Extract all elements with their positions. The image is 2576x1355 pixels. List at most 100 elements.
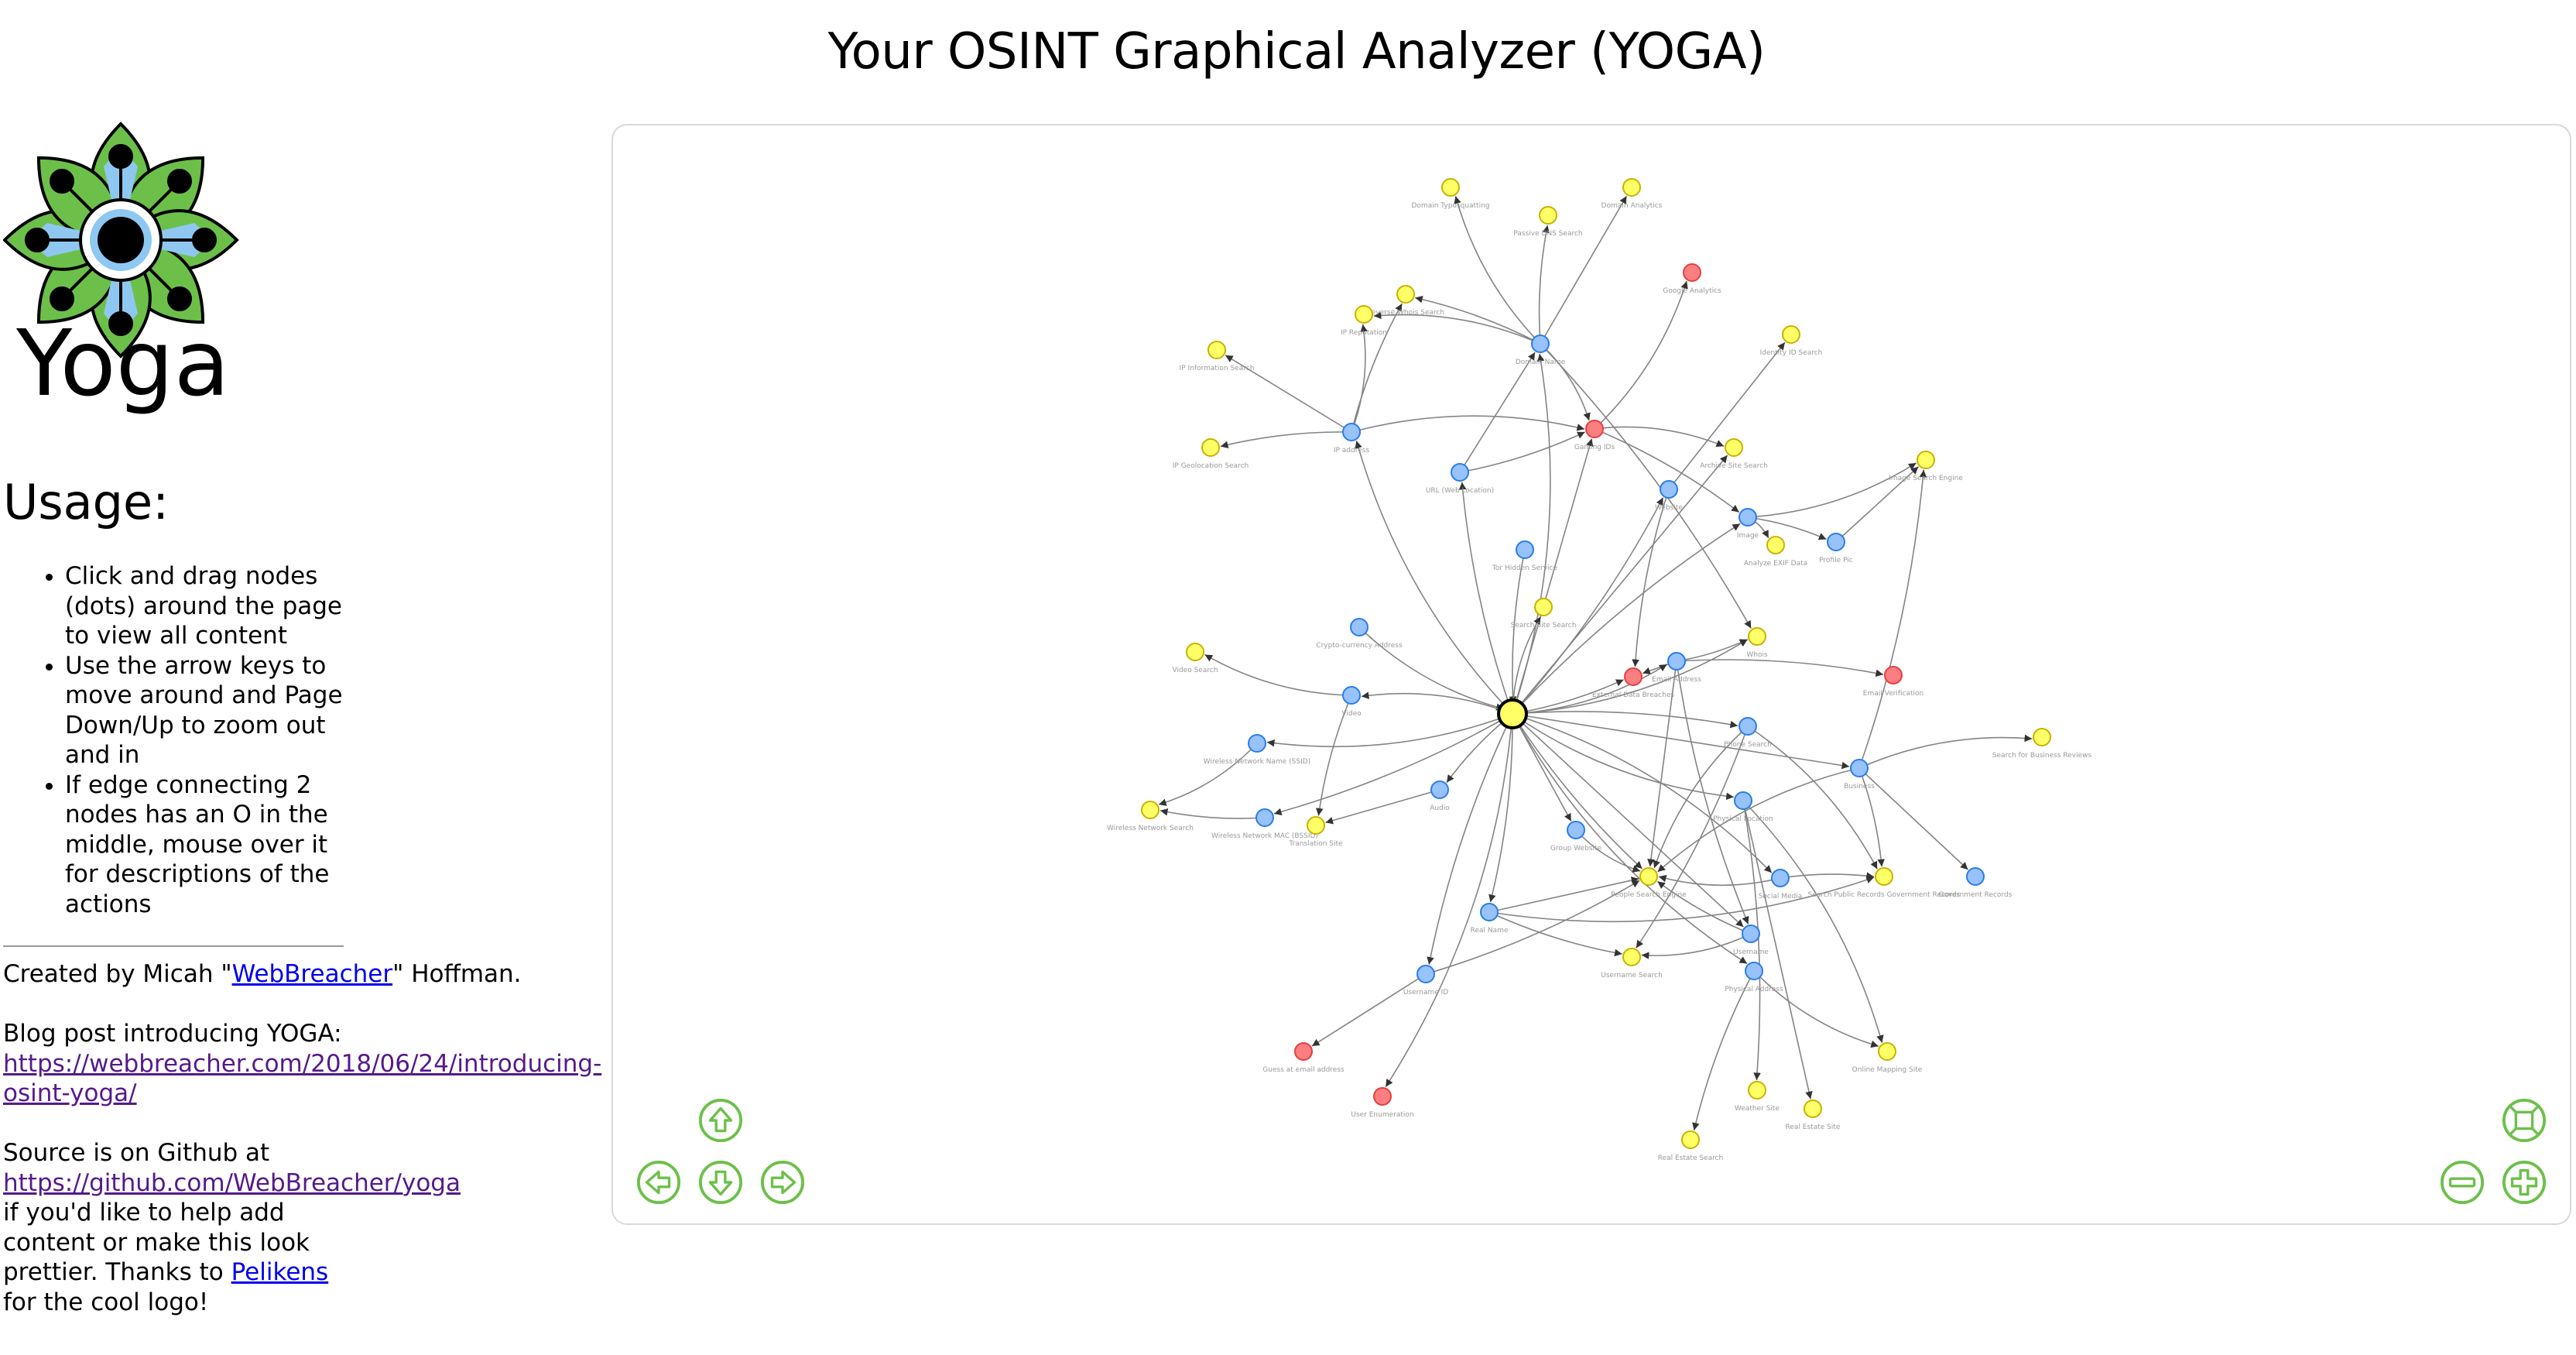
graph-edge[interactable] bbox=[1858, 469, 1927, 769]
graph-edge[interactable] bbox=[1311, 973, 1427, 1047]
graph-node-dot[interactable] bbox=[1681, 1130, 1700, 1149]
graph-node-analyze-exif[interactable]: Analyze EXIF Data bbox=[1744, 536, 1807, 568]
zoom-out-icon[interactable] bbox=[2440, 1160, 2485, 1205]
graph-node-ip-information-search[interactable]: IP Information Search bbox=[1180, 341, 1255, 372]
graph-edge[interactable] bbox=[1512, 713, 1773, 873]
graph-node-archive-site-search[interactable]: Archive Site Search bbox=[1700, 438, 1768, 470]
graph-edge[interactable] bbox=[1858, 767, 1885, 867]
graph-node-username-search[interactable]: Username Search bbox=[1601, 948, 1663, 979]
graph-node-business[interactable]: Business bbox=[1844, 759, 1875, 791]
graph-node-dot[interactable] bbox=[1875, 867, 1893, 886]
graph-node-domain-typosquatting[interactable]: Domain Typosquatting bbox=[1411, 178, 1490, 210]
graph-node-dot[interactable] bbox=[1255, 808, 1274, 827]
graph-node-dot[interactable] bbox=[2033, 728, 2051, 746]
graph-edge[interactable] bbox=[1355, 441, 1513, 715]
graph-node-dot[interactable] bbox=[1667, 652, 1686, 671]
graph-node-dot[interactable] bbox=[1441, 178, 1460, 197]
graph-edge[interactable] bbox=[1676, 659, 1884, 678]
graph-edge[interactable] bbox=[1266, 713, 1513, 748]
graph-edge[interactable] bbox=[1488, 876, 1875, 923]
graph-edge[interactable] bbox=[1454, 196, 1541, 345]
graph-node-social-media[interactable]: Social Media bbox=[1759, 869, 1803, 900]
graph-canvas[interactable]: Domain Typosquatting Passive DNS Search Do… bbox=[611, 124, 2571, 1225]
pelikens-link[interactable]: Pelikens bbox=[231, 1258, 329, 1286]
graph-edge[interactable] bbox=[1488, 911, 1622, 957]
graph-edge[interactable] bbox=[1742, 800, 1813, 1099]
graph-edge[interactable] bbox=[1632, 489, 1670, 667]
graph-edge[interactable] bbox=[1676, 660, 1749, 924]
graph-node-dot[interactable] bbox=[1771, 869, 1790, 887]
graph-node-profile-pic[interactable]: Profile Pic bbox=[1819, 533, 1853, 564]
arrow-right-icon[interactable] bbox=[760, 1160, 805, 1205]
graph-node-dot[interactable] bbox=[1342, 686, 1361, 705]
graph-edge[interactable] bbox=[1656, 880, 1752, 935]
graph-edge[interactable] bbox=[1488, 876, 1639, 913]
graph-node-dot[interactable] bbox=[1430, 780, 1449, 799]
graph-edge[interactable] bbox=[1512, 639, 1749, 715]
graph-edge[interactable] bbox=[1835, 466, 1919, 543]
graph-node-group-website[interactable]: Group Website bbox=[1550, 821, 1602, 852]
graph-node-search-business-reviews[interactable]: Search for Business Reviews bbox=[1992, 728, 2092, 760]
graph-node-dot[interactable] bbox=[1683, 263, 1701, 282]
graph-node-search-site-search[interactable]: Search Site Search bbox=[1511, 598, 1577, 629]
graph-node-dot[interactable] bbox=[1531, 334, 1550, 353]
graph-edge[interactable] bbox=[1512, 713, 1643, 870]
graph-node-public-records[interactable]: Search Public Records Government Records bbox=[1808, 867, 1961, 899]
graph-edge[interactable] bbox=[1351, 303, 1403, 433]
graph-node-dot[interactable] bbox=[1350, 618, 1368, 636]
graph-node-dot[interactable] bbox=[1451, 463, 1469, 482]
graph-node-weather-site[interactable]: Weather Site bbox=[1735, 1081, 1780, 1113]
graph-edge[interactable] bbox=[1653, 726, 1749, 869]
graph-node-domain-name[interactable]: Domain Name bbox=[1516, 334, 1566, 366]
graph-edge[interactable] bbox=[1361, 691, 1513, 715]
graph-node-ip-address[interactable]: IP address bbox=[1334, 423, 1370, 455]
graph-node-online-mapping[interactable]: Online Mapping Site bbox=[1852, 1042, 1923, 1074]
graph-node-hub[interactable] bbox=[1497, 698, 1528, 729]
graph-node-dot[interactable] bbox=[1660, 480, 1678, 499]
graph-node-dot[interactable] bbox=[1516, 540, 1534, 559]
graph-node-video[interactable]: Video bbox=[1341, 686, 1362, 718]
graph-node-dot[interactable] bbox=[1850, 759, 1869, 777]
graph-edge[interactable] bbox=[1658, 875, 1781, 887]
graph-edge[interactable] bbox=[1220, 431, 1352, 448]
graph-node-people-search-engine[interactable]: People Search Engine bbox=[1611, 867, 1687, 899]
graph-edge[interactable] bbox=[1692, 970, 1755, 1131]
graph-edge[interactable] bbox=[1747, 726, 1878, 870]
graph-node-image-search-engine[interactable]: Image Search Engine bbox=[1889, 451, 1963, 482]
graph-edge[interactable] bbox=[1540, 343, 1591, 421]
graph-node-identity-id-search[interactable]: Identity ID Search bbox=[1760, 325, 1823, 357]
fit-screen-icon[interactable] bbox=[2502, 1098, 2547, 1143]
zoom-in-icon[interactable] bbox=[2502, 1160, 2547, 1205]
graph-edge[interactable] bbox=[1316, 695, 1352, 816]
graph-edge[interactable] bbox=[1742, 800, 1884, 1043]
graph-edge[interactable] bbox=[1512, 713, 1734, 801]
graph-node-reverse-whois-search[interactable]: Reverse Whois Search bbox=[1367, 285, 1444, 317]
graph-edge[interactable] bbox=[1538, 225, 1550, 345]
graph-node-dot[interactable] bbox=[1624, 667, 1643, 686]
graph-edge[interactable] bbox=[1385, 713, 1513, 1088]
graph-node-dot[interactable] bbox=[1201, 438, 1220, 457]
graph-node-dot[interactable] bbox=[1416, 965, 1435, 983]
graph-edge[interactable] bbox=[1858, 734, 2033, 769]
graph-node-username[interactable]: Username bbox=[1733, 924, 1769, 956]
graph-edge[interactable] bbox=[1540, 195, 1628, 345]
graph-edge[interactable] bbox=[1325, 789, 1440, 825]
graph-node-dot[interactable] bbox=[1480, 903, 1499, 921]
graph-node-dot[interactable] bbox=[1827, 533, 1845, 551]
graph-edge[interactable] bbox=[1668, 341, 1786, 490]
graph-edge[interactable] bbox=[1427, 713, 1513, 965]
graph-node-email-verification[interactable]: Email Verification bbox=[1863, 666, 1923, 698]
graph-node-dot[interactable] bbox=[1208, 341, 1226, 359]
graph-node-website[interactable]: Website bbox=[1655, 480, 1683, 512]
graph-edge[interactable] bbox=[1594, 428, 1740, 513]
graph-edge[interactable] bbox=[1351, 324, 1368, 433]
graph-node-real-estate-site[interactable]: Real Estate Site bbox=[1786, 1099, 1841, 1131]
graph-node-guess-email[interactable]: Guess at email address bbox=[1262, 1042, 1345, 1074]
graph-edge[interactable] bbox=[1273, 713, 1513, 816]
graph-node-dot[interactable] bbox=[1748, 627, 1766, 646]
arrow-left-icon[interactable] bbox=[636, 1160, 681, 1205]
graph-node-dot[interactable] bbox=[1497, 698, 1528, 729]
graph-node-dot[interactable] bbox=[1884, 666, 1903, 684]
graph-edge[interactable] bbox=[1459, 352, 1536, 473]
graph-edge[interactable] bbox=[1512, 711, 1738, 729]
